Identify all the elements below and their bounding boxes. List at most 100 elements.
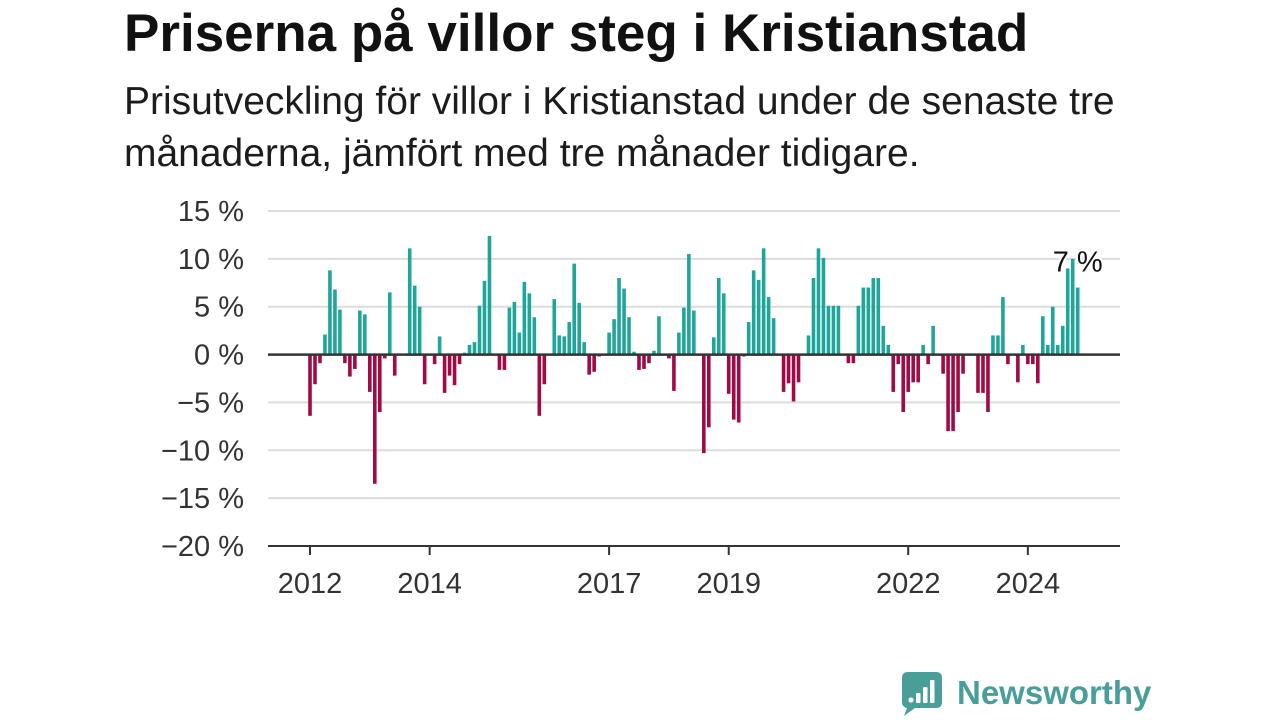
bar-2016-03 [557, 335, 562, 355]
bar-2013-04 [382, 354, 387, 359]
bar-2014-03 [437, 336, 442, 355]
bar-2022-02 [911, 354, 915, 383]
bar-2015-06 [512, 301, 517, 355]
bar-2012-04 [323, 334, 327, 355]
bars [308, 235, 1080, 484]
bar-2015-03 [497, 354, 502, 370]
bar-2021-08 [881, 325, 886, 355]
bar-2024-03 [1036, 354, 1040, 384]
bar-2012-03 [318, 354, 322, 364]
bar-2014-02 [432, 354, 437, 365]
bar-2019-08 [761, 248, 766, 355]
bar-2023-08 [1001, 297, 1005, 355]
bar-2018-02 [672, 354, 676, 391]
bar-2016-04 [562, 336, 567, 355]
bar-2021-02 [851, 354, 856, 364]
bar-2024-11 [1075, 287, 1080, 355]
bar-2019-02 [731, 354, 736, 420]
bar-2016-05 [567, 322, 572, 355]
bar-2014-05 [447, 354, 452, 376]
x-tick-label-2024: 2024 [996, 568, 1061, 600]
bar-2023-03 [976, 354, 980, 393]
bar-2022-05 [926, 354, 930, 365]
bar-2018-09 [707, 354, 711, 428]
bar-2024-07 [1055, 345, 1060, 355]
bar-2015-01 [487, 235, 492, 355]
bar-2022-04 [921, 345, 925, 355]
bar-2018-08 [702, 354, 706, 454]
bar-2019-07 [756, 279, 761, 355]
x-tick-label-2012: 2012 [278, 568, 343, 600]
bar-2015-05 [507, 307, 512, 355]
bar-2018-03 [677, 332, 681, 355]
bar-2014-07 [457, 354, 462, 365]
bar-2018-10 [711, 337, 716, 355]
bar-2017-03 [617, 278, 621, 355]
bar-2014-04 [442, 354, 447, 393]
bar-2024-05 [1045, 345, 1050, 355]
bar-2022-06 [931, 325, 935, 355]
bar-2018-04 [682, 307, 686, 355]
bar-2017-10 [652, 350, 656, 355]
bar-2023-06 [991, 335, 995, 355]
x-tick-label-2019: 2019 [696, 568, 761, 600]
bar-2017-07 [637, 354, 641, 370]
y-tick-label-minus-20: −20 % [161, 531, 244, 563]
bar-2024-02 [1031, 354, 1035, 365]
bar-2012-05 [328, 270, 332, 355]
bar-2023-12 [1021, 345, 1025, 355]
bar-2013-02 [373, 354, 377, 484]
bar-2012-12 [363, 314, 367, 355]
x-tick-label-2017: 2017 [577, 568, 642, 600]
bar-2024-04 [1041, 316, 1045, 355]
bar-2019-03 [736, 354, 741, 423]
bar-2017-02 [612, 319, 616, 355]
bar-2021-04 [861, 287, 866, 355]
bar-2012-01 [308, 354, 312, 416]
bar-2016-02 [552, 299, 557, 355]
x-tick-label-2022: 2022 [876, 568, 941, 600]
bar-2018-05 [687, 254, 691, 355]
bar-2020-11 [836, 305, 841, 355]
axes: 15 % 10 % 5 % 0 % −5 % −10 % −15 % −20 % 2012 201… [161, 196, 1120, 600]
bar-2016-10 [592, 354, 596, 372]
bar-2015-11 [537, 354, 542, 416]
bar-2012-09 [348, 354, 352, 377]
bar-2018-11 [716, 278, 721, 355]
bar-2013-12 [422, 354, 427, 385]
bar-2019-10 [771, 318, 776, 355]
x-tick-label-2014: 2014 [397, 568, 462, 600]
bar-2022-10 [951, 354, 955, 432]
bar-2020-05 [806, 335, 811, 355]
bar-2017-01 [607, 332, 611, 355]
bar-2014-09 [467, 345, 472, 355]
bar-2012-08 [343, 354, 347, 364]
bar-2019-06 [751, 270, 756, 355]
bar-2015-08 [522, 281, 527, 355]
bar-2014-11 [477, 305, 482, 355]
bar-2020-01 [786, 354, 791, 384]
chart-title: Priserna på villor steg i Kristianstad [124, 4, 1029, 63]
bar-2020-02 [791, 354, 796, 402]
bar-2021-06 [871, 278, 876, 355]
bar-2019-05 [746, 322, 751, 355]
bar-2022-03 [916, 354, 920, 383]
bar-2022-08 [941, 354, 945, 374]
bar-2022-11 [956, 354, 960, 412]
bar-2016-09 [587, 354, 591, 375]
bar-2016-08 [582, 342, 586, 355]
bar-2016-07 [577, 302, 581, 355]
bar-2013-01 [368, 354, 372, 392]
bar-2022-01 [906, 354, 910, 392]
bar-2023-11 [1016, 354, 1020, 383]
bar-2020-08 [821, 257, 826, 355]
bar-2021-03 [856, 305, 861, 355]
bar-2024-08 [1060, 325, 1065, 355]
bar-2014-06 [452, 354, 457, 386]
bar-2023-09 [1006, 354, 1010, 365]
bar-2020-06 [811, 278, 816, 355]
bar-2012-11 [358, 310, 362, 355]
bar-2018-06 [692, 310, 696, 355]
bar-2017-11 [657, 316, 661, 355]
